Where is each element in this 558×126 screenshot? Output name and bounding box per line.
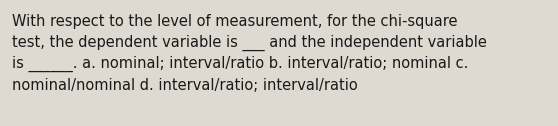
Text: With respect to the level of measurement, for the chi-square
test, the dependent: With respect to the level of measurement…	[12, 14, 487, 93]
